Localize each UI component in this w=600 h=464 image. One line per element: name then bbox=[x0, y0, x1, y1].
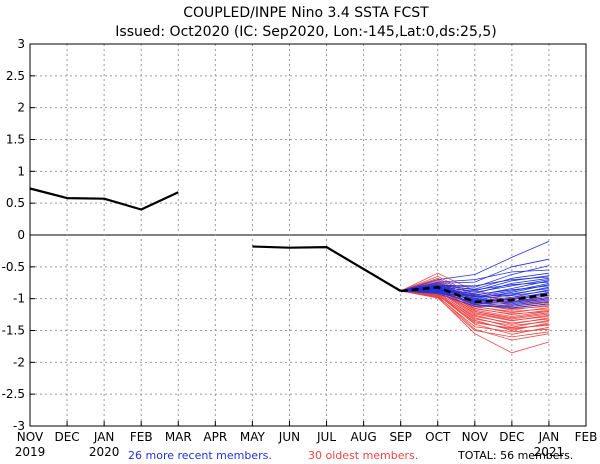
recent-member-line bbox=[400, 241, 550, 292]
chart-subtitle: Issued: Oct2020 (IC: Sep2020, Lon:-145,L… bbox=[115, 24, 496, 40]
x-year-label: 2020 bbox=[89, 445, 120, 459]
legend-recent-members: 26 more recent members. bbox=[128, 449, 272, 462]
y-tick-label: -0.5 bbox=[2, 260, 25, 274]
x-tick-label: MAR bbox=[165, 430, 192, 444]
x-tick-label: JAN bbox=[538, 430, 560, 444]
chart-title: COUPLED/INPE Nino 3.4 SSTA FCST bbox=[183, 5, 429, 21]
recent-member-line bbox=[400, 290, 549, 309]
y-tick-label: -1 bbox=[13, 292, 25, 306]
y-tick-label: 3 bbox=[17, 37, 25, 51]
y-axis-tick-labels: -3 -2.5 -2 -1.5 -1 -0.5 0 0.5 1 1.5 2 2.5 3 bbox=[2, 37, 25, 433]
x-tick-label: DEC bbox=[54, 430, 79, 444]
observed-line bbox=[252, 245, 402, 292]
y-tick-label: 0.5 bbox=[6, 196, 25, 210]
y-tick-label: -2 bbox=[13, 355, 25, 369]
x-year-label: 2019 bbox=[15, 445, 46, 459]
y-tick-label: 2 bbox=[17, 101, 25, 115]
oldest-member-line bbox=[400, 290, 549, 338]
y-tick-label: -1.5 bbox=[2, 324, 25, 338]
y-tick-label: -3 bbox=[13, 419, 25, 433]
x-tick-label: SEP bbox=[389, 430, 411, 444]
recent-member-line bbox=[400, 290, 549, 305]
x-tick-label: FEB bbox=[130, 430, 153, 444]
x-tick-label: MAY bbox=[240, 430, 266, 444]
observed-line bbox=[29, 187, 179, 211]
x-tick-label: NOV bbox=[462, 430, 489, 444]
recent-member-line bbox=[400, 281, 549, 292]
x-year-label: 2021 bbox=[534, 445, 565, 459]
recent-member-line bbox=[400, 290, 549, 307]
y-tick-label: 2.5 bbox=[6, 69, 25, 83]
plot-frame bbox=[29, 43, 587, 427]
recent-member-line bbox=[400, 289, 549, 306]
x-axis-tick-labels: NOV DEC JAN FEB MAR APR MAY JUN JUL AUG SEP OCT NOV D… bbox=[15, 430, 598, 459]
x-tick-label: OCT bbox=[425, 430, 451, 444]
x-tick-label: NOV bbox=[17, 430, 44, 444]
oldest-member-line bbox=[400, 290, 549, 333]
y-tick-label: 1 bbox=[17, 164, 25, 178]
x-tick-label: JUN bbox=[278, 430, 300, 444]
legend-total-members: TOTAL: 56 members. bbox=[457, 449, 573, 462]
y-tick-label: 0 bbox=[17, 228, 25, 242]
y-tick-label: 1.5 bbox=[6, 133, 25, 147]
x-tick-label: APR bbox=[203, 430, 227, 444]
ensemble-mean-line bbox=[400, 285, 550, 304]
x-tick-label: JAN bbox=[93, 430, 115, 444]
legend-oldest-members: 30 oldest members. bbox=[308, 449, 418, 462]
recent-member-line bbox=[400, 258, 549, 292]
x-tick-label: AUG bbox=[350, 430, 376, 444]
x-tick-label: DEC bbox=[499, 430, 524, 444]
grid-lines bbox=[29, 43, 587, 427]
y-tick-label: -2.5 bbox=[2, 387, 25, 401]
recent-member-line bbox=[400, 269, 549, 292]
series-lines bbox=[29, 187, 550, 354]
x-tick-label: FEB bbox=[575, 430, 598, 444]
x-tick-label: JUL bbox=[316, 430, 336, 444]
